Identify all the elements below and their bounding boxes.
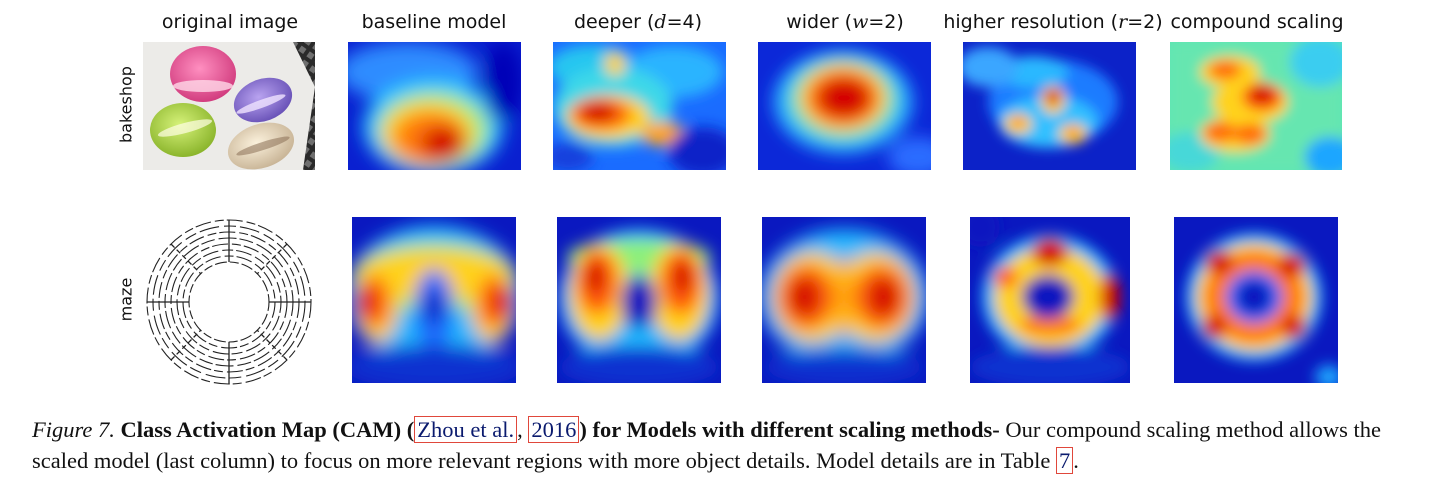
- citation-author-link[interactable]: Zhou et al.: [414, 416, 518, 443]
- caption-title: Class Activation Map (CAM) (: [120, 417, 415, 442]
- row-label-bakeshop: bakeshop: [116, 66, 136, 143]
- column-header-compound: compound scaling: [1170, 11, 1344, 33]
- column-header-higher-resolution: higher resolution (r=2): [943, 11, 1163, 33]
- bakeshop-higher-resolution-cam: [963, 42, 1136, 170]
- caption-title-end: ) for Models with different scaling meth…: [579, 417, 1000, 442]
- bakeshop-wider-cam: [758, 42, 931, 170]
- maze-deeper-cam: [557, 217, 721, 383]
- column-header-baseline: baseline model: [361, 11, 507, 33]
- maze-original-image: [143, 217, 315, 387]
- table-reference-link[interactable]: 7: [1055, 447, 1074, 474]
- bakeshop-compound-cam: [1170, 42, 1342, 170]
- figure-label: Figure 7.: [32, 417, 115, 442]
- maze-baseline-cam: [352, 217, 516, 383]
- maze-compound-cam: [1174, 217, 1338, 383]
- row-label-maze: maze: [116, 277, 136, 322]
- column-header-wider: wider (w=2): [786, 11, 904, 33]
- caption-body: Our compound scaling method allows the s…: [32, 417, 1381, 473]
- maze-higher-resolution-cam: [970, 217, 1130, 383]
- figure-caption: Figure 7. Class Activation Map (CAM) (Zh…: [32, 416, 1381, 474]
- citation-year-link[interactable]: 2016: [528, 416, 580, 443]
- column-header-original: original image: [161, 11, 299, 33]
- column-header-deeper: deeper (d=4): [573, 11, 703, 33]
- bakeshop-deeper-cam: [553, 42, 726, 170]
- maze-wider-cam: [762, 217, 926, 383]
- bakeshop-original-image: [143, 42, 315, 170]
- bakeshop-baseline-cam: [348, 42, 521, 170]
